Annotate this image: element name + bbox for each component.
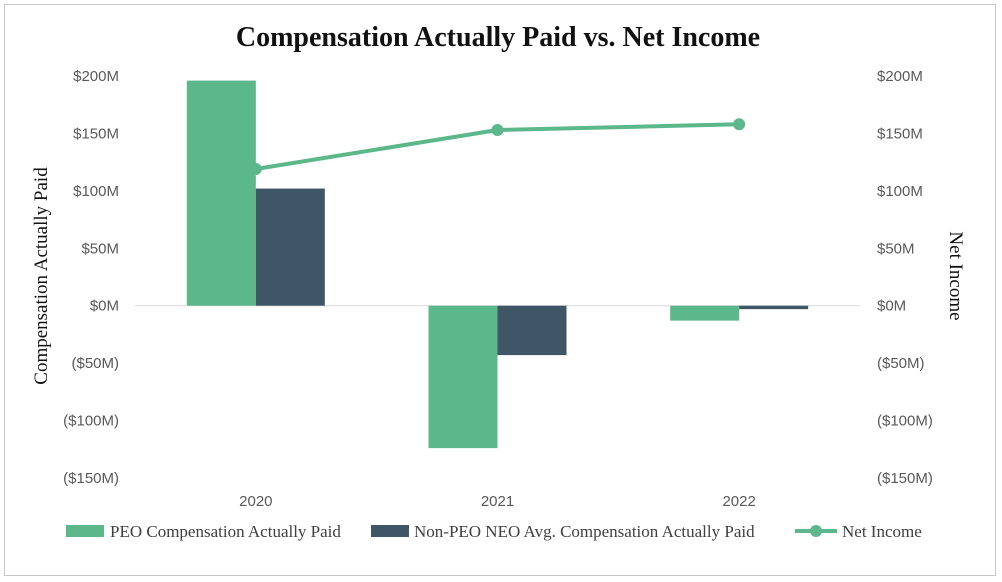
- y-tick-left-label: $200M: [73, 68, 119, 85]
- y-tick-left-label: $50M: [81, 240, 119, 257]
- y-tick-right-label: $100M: [877, 183, 923, 200]
- x-tick-label: 2021: [481, 493, 514, 510]
- y-tick-right-label: $200M: [877, 68, 923, 85]
- chart-title: Compensation Actually Paid vs. Net Incom…: [236, 22, 760, 53]
- bar-non-peo-2020: [255, 188, 325, 306]
- y-axis-right-ticks: $200M $150M $100M $50M $0M ($50M) ($100M) ($150…: [877, 68, 933, 487]
- y-tick-right-label: ($50M): [877, 355, 925, 372]
- y-tick-left-label: ($50M): [71, 355, 119, 372]
- legend-swatch-peo: [66, 525, 104, 537]
- y-axis-left-ticks: $200M $150M $100M $50M $0M ($50M) ($100M) ($150…: [63, 68, 119, 487]
- bar-peo-2021: [428, 305, 498, 449]
- legend-label-non-peo: Non-PEO NEO Avg. Compensation Actually P…: [414, 522, 755, 541]
- bar-non-peo-2022: [739, 305, 809, 310]
- y-tick-right-label: ($100M): [877, 413, 933, 430]
- y-tick-right-label: $50M: [877, 240, 915, 257]
- legend-marker-net-income: [810, 525, 822, 537]
- y-axis-right-title: Net Income: [945, 231, 966, 320]
- y-tick-left-label: ($100M): [63, 413, 119, 430]
- line-series: [249, 118, 746, 176]
- bar-peo-2022: [670, 305, 740, 321]
- net-income-point-2021: [491, 123, 504, 136]
- bar-peo-2020: [186, 80, 256, 306]
- net-income-point-2022: [733, 118, 746, 131]
- legend: PEO Compensation Actually Paid Non-PEO NE…: [66, 522, 922, 541]
- y-tick-right-label: $150M: [877, 125, 923, 142]
- chart-frame: [4, 4, 996, 576]
- y-tick-right-label: $0M: [877, 298, 906, 315]
- x-tick-label: 2020: [239, 493, 272, 510]
- legend-swatch-non-peo: [371, 525, 409, 537]
- bar-series: [186, 80, 809, 449]
- legend-label-net-income: Net Income: [842, 522, 922, 541]
- y-tick-left-label: ($150M): [63, 470, 119, 487]
- x-axis-ticks: 2020 2021 2022: [239, 493, 756, 510]
- y-tick-left-label: $150M: [73, 125, 119, 142]
- y-tick-right-label: ($150M): [877, 470, 933, 487]
- bar-non-peo-2021: [497, 305, 567, 356]
- net-income-point-2020: [249, 163, 262, 176]
- y-tick-left-label: $100M: [73, 183, 119, 200]
- legend-label-peo: PEO Compensation Actually Paid: [110, 522, 341, 541]
- y-tick-left-label: $0M: [90, 298, 119, 315]
- y-axis-left-title: Compensation Actually Paid: [31, 167, 52, 385]
- x-tick-label: 2022: [722, 493, 755, 510]
